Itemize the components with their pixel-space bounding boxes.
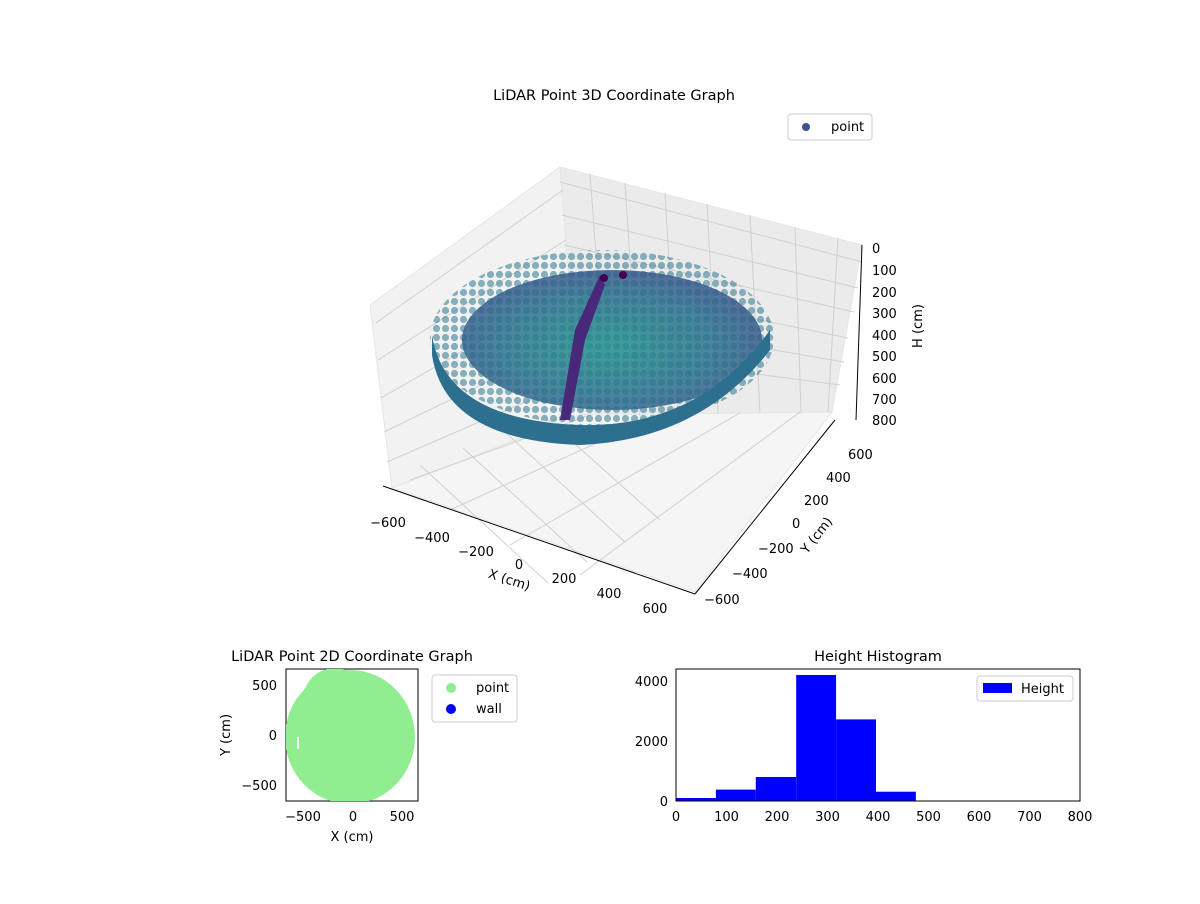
svg-text:500: 500 [252,679,277,694]
svg-text:600: 600 [643,602,668,617]
svg-text:0: 0 [672,810,680,825]
histogram-bar [796,675,837,801]
svg-text:300: 300 [815,810,840,825]
svg-text:−500: −500 [285,810,321,825]
point-cloud-2d [286,669,415,801]
svg-text:0: 0 [872,242,880,257]
legend-3d: point [787,113,873,141]
svg-text:400: 400 [597,587,622,602]
histogram-bar [715,789,756,801]
svg-text:500: 500 [916,810,941,825]
svg-text:−400: −400 [414,531,450,546]
svg-text:700: 700 [872,393,897,408]
svg-text:800: 800 [872,414,897,429]
legend-histogram: Height [976,675,1074,702]
svg-text:0: 0 [660,795,668,810]
histogram-bar [836,719,876,801]
axes-2d: 500 0 −500 −500 0 500 X (cm) Y (cm) [219,679,414,845]
chart-2d: LiDAR Point 2D Coordinate Graph 500 0 −5… [219,649,518,845]
legend-point-marker-icon [802,123,810,131]
svg-text:X (cm): X (cm) [486,567,532,595]
svg-text:−200: −200 [458,545,494,560]
svg-text:H (cm): H (cm) [911,304,926,348]
svg-text:Height Histogram: Height Histogram [814,649,942,665]
svg-text:500: 500 [872,350,897,365]
svg-text:X (cm): X (cm) [331,830,374,845]
svg-text:Y (cm): Y (cm) [219,714,234,757]
svg-text:−600: −600 [370,516,406,531]
svg-text:−400: −400 [732,567,768,582]
svg-text:Height: Height [1021,682,1064,697]
svg-text:4000: 4000 [635,675,668,690]
svg-text:0: 0 [792,517,800,532]
svg-text:−200: −200 [758,542,794,557]
svg-text:−600: −600 [704,593,740,608]
svg-text:−500: −500 [241,779,277,794]
svg-text:200: 200 [765,810,790,825]
svg-text:0: 0 [515,558,523,573]
svg-text:400: 400 [826,471,851,486]
point-cloud-3d [430,250,774,445]
svg-text:2000: 2000 [635,735,668,750]
legend-wall-marker-icon [446,704,456,714]
chart-histogram: Height Histogram 0 100 200 300 400 500 600 700 8… [635,649,1093,825]
svg-text:point: point [831,120,864,135]
svg-text:Y (cm): Y (cm) [798,515,836,558]
svg-text:400: 400 [872,329,897,344]
axes-histogram: 0 100 200 300 400 500 600 700 800 0 2000 4000 [635,675,1093,825]
chart-3d: LiDAR Point 3D Coordinate Graph [369,88,926,617]
svg-text:200: 200 [804,494,829,509]
svg-text:600: 600 [848,448,873,463]
svg-text:400: 400 [866,810,891,825]
histogram-bar [875,791,916,801]
z-axis: 0 100 200 300 400 500 600 700 800 H (cm) [855,242,926,429]
svg-text:700: 700 [1017,810,1042,825]
legend-point-marker-icon [446,683,456,693]
svg-text:300: 300 [872,307,897,322]
svg-text:600: 600 [872,372,897,387]
pane-floor [390,411,834,593]
histogram-bar [755,777,797,801]
svg-text:800: 800 [1068,810,1093,825]
legend-2d: point wall [431,674,518,723]
chart-3d-title: LiDAR Point 3D Coordinate Graph [493,88,735,104]
svg-text:500: 500 [390,810,415,825]
histogram-bar [676,798,716,801]
svg-text:0: 0 [349,810,357,825]
svg-text:600: 600 [967,810,992,825]
svg-text:100: 100 [872,264,897,279]
svg-text:200: 200 [872,286,897,301]
svg-text:wall: wall [476,702,502,717]
legend-height-swatch-icon [983,683,1012,693]
histogram-bars [676,675,916,801]
svg-text:100: 100 [714,810,739,825]
svg-text:0: 0 [269,729,277,744]
svg-text:200: 200 [552,572,577,587]
svg-text:LiDAR Point 2D Coordinate Grap: LiDAR Point 2D Coordinate Graph [231,649,473,665]
svg-text:point: point [476,681,509,696]
